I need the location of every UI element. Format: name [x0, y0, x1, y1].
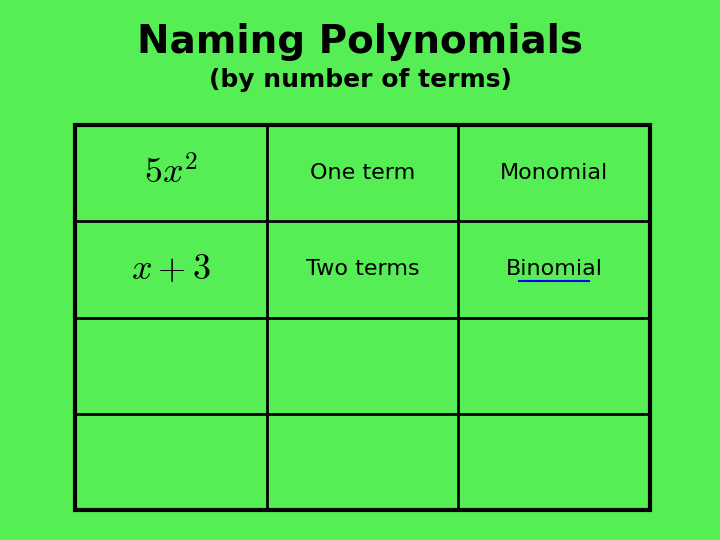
Text: Monomial: Monomial [500, 163, 608, 183]
Text: $5x^2$: $5x^2$ [144, 156, 198, 191]
Text: $x+3$: $x+3$ [131, 252, 211, 286]
Bar [75, 125, 650, 510]
Text: (by number of terms): (by number of terms) [209, 68, 511, 92]
Text: Two terms: Two terms [306, 259, 419, 279]
Text: One term: One term [310, 163, 415, 183]
Text: Binomial: Binomial [505, 259, 603, 279]
Text: Naming Polynomials: Naming Polynomials [137, 23, 583, 61]
